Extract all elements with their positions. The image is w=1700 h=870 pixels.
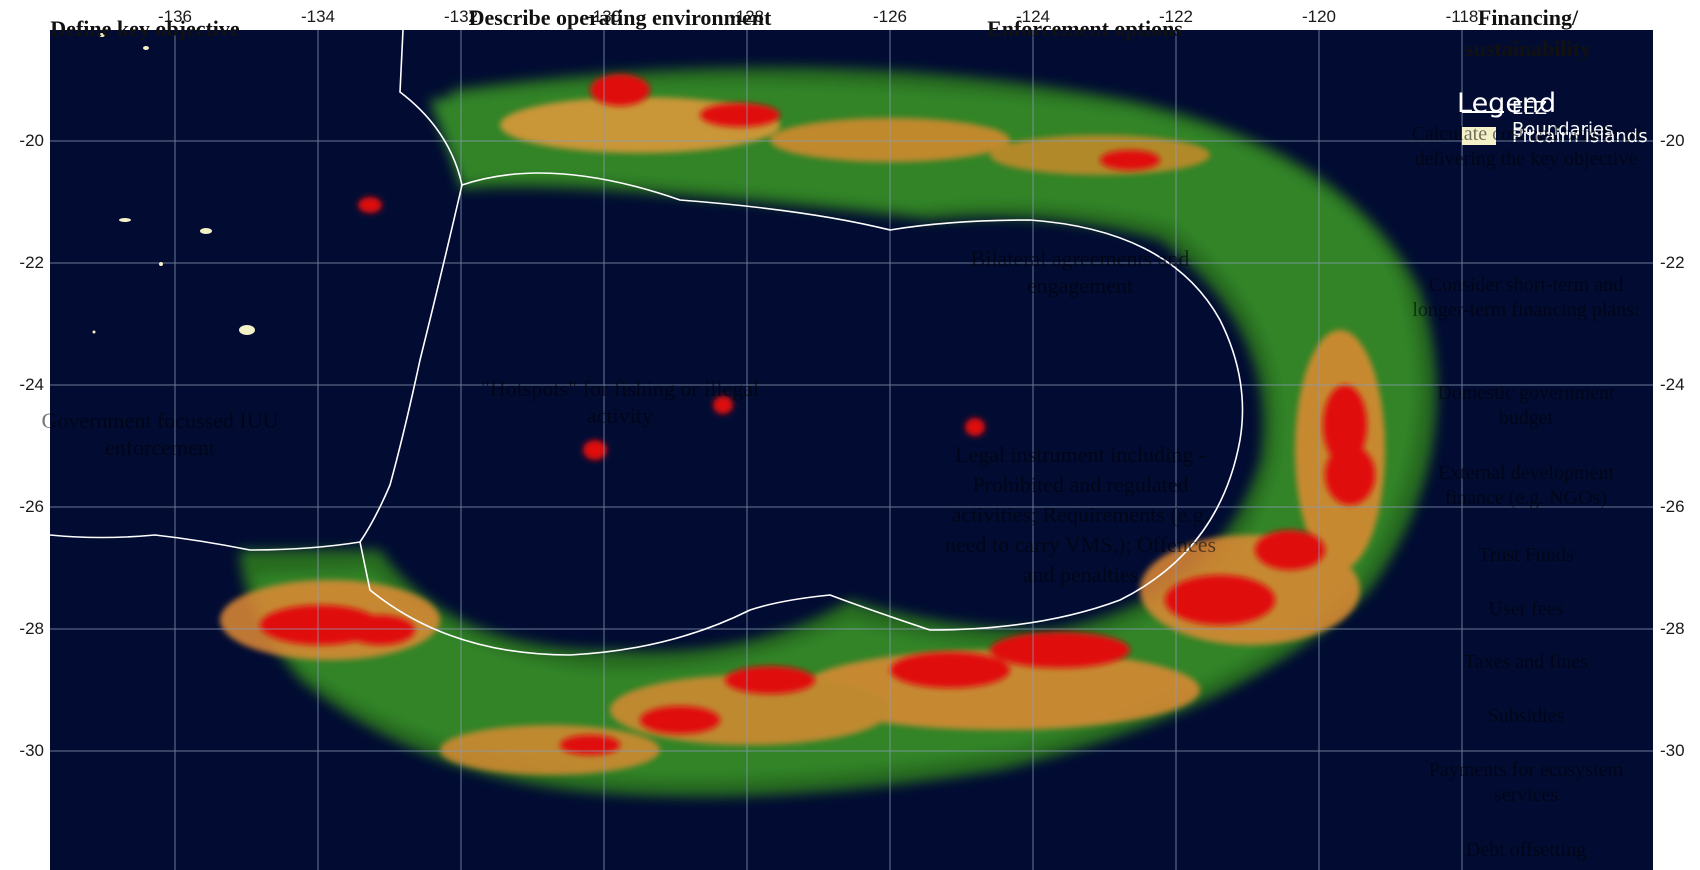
financing-item-9: Payments for ecosystem services [1428,759,1624,806]
financing-item-10: Debt offsetting [1465,839,1587,861]
eez-boundary-legend-label: EEZ Boundaries [1512,98,1614,140]
lat-tick-left-4: -26 [19,497,44,516]
lon-tick-6: -126 [872,7,908,26]
header-describe-operating-environment: Describe operating environment [468,5,772,30]
lon-tick-4: -130 [586,7,622,26]
financing-item-1: Calculate cost and benefit of delivering… [1411,123,1641,170]
heatmap-svg [50,30,1653,870]
lat-tick-left-3: -24 [19,375,44,394]
heat-layer-high [260,74,1375,755]
pitcairn-legend-label: Pitcairn Islands [1512,126,1648,147]
lat-tick-right-4: -26 [1660,497,1685,516]
lat-tick-right-2: -22 [1660,253,1685,272]
note-bilateral: Bilateral agreements and engagement [970,246,1190,298]
header-enforcement-options: Enforcement options [987,16,1183,41]
lat-tick-left-2: -22 [19,253,44,272]
heat-layer-low [240,67,1437,797]
eez-boundaries [50,30,1244,656]
financing-item-4: External development finance (e.g. NGOs) [1437,462,1615,509]
lat-tick-right-6: -30 [1660,741,1685,760]
lon-tick-3: -132 [443,7,479,26]
financing-item-7: Taxes and fines [1463,651,1589,673]
lat-tick-right-5: -28 [1660,619,1685,638]
legend-title: Legend [1457,88,1557,119]
lat-tick-left-5: -28 [19,619,44,638]
lat-tick-right-3: -24 [1660,375,1685,394]
graticule [50,30,1653,870]
financing-item-6: User fees [1488,598,1564,620]
note-government-iuu: Government focussed IUU enforcement [41,408,279,460]
lon-tick-5: -128 [729,7,765,26]
financing-item-3: Domestic government budget [1437,382,1615,429]
financing-item-5: Trust Funds [1478,544,1574,566]
lon-tick-8: -122 [1158,7,1194,26]
island-markers [92,33,255,335]
lat-tick-left-6: -30 [19,741,44,760]
lon-tick-2: -134 [300,7,336,26]
lat-tick-right-1: -20 [1660,131,1685,150]
lon-tick-9: -120 [1301,7,1337,26]
lon-tick-7: -124 [1015,7,1051,26]
financing-item-2: Consider short-term and longer-term fina… [1412,274,1640,321]
header-define-key-objective: Define key objective [50,16,240,41]
lat-tick-left-1: -20 [19,131,44,150]
map-frame[interactable]: Legend EEZ Boundaries Pitcairn Islands [50,30,1653,870]
lon-tick-10: -118 [1445,7,1479,26]
note-hotspots: "Hotspots" for fishing or illegal activi… [480,376,760,428]
header-financing-sustainability: Financing/ sustainability [1465,5,1591,61]
financing-item-8: Subsidies [1487,705,1565,727]
pitcairn-legend-swatch [1462,127,1496,145]
lon-tick-1: -136 [157,7,193,26]
note-legal-instrument: Legal instrument including - Prohibited … [944,442,1217,587]
eez-boundary-legend-symbol [1462,111,1504,113]
